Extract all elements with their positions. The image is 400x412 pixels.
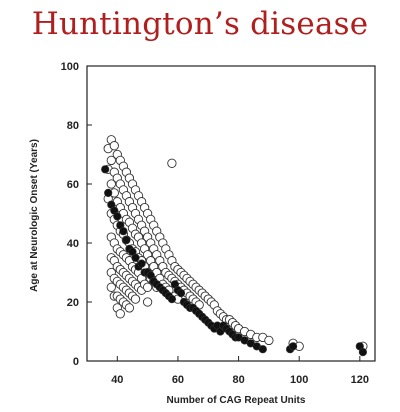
data-point-filled [101,165,110,174]
y-tick-label: 0 [73,356,79,368]
data-point-filled [289,342,298,351]
data-point-filled [358,348,368,357]
y-tick-label: 60 [67,179,79,191]
axis-ticks-group: 40 60 80 100 120 0 20 40 60 80 100 [61,61,369,386]
data-point-open [109,141,119,151]
plot-frame-group [86,65,376,362]
data-point-open [142,297,153,307]
slide-title: Huntington’s disease [31,6,369,42]
data-point-filled [122,236,131,245]
data-point-filled [137,259,146,268]
data-point-open [264,335,274,346]
x-tick-label: 80 [232,374,244,386]
data-point-open [106,282,116,292]
data-point-open [106,155,116,166]
data-point-open [124,303,135,313]
data-point-filled [113,212,122,221]
data-point-filled [119,227,128,236]
y-tick-label: 80 [67,120,79,132]
y-tick-label: 40 [67,238,79,250]
data-point-open [167,158,177,168]
data-point-filled [258,345,267,354]
data-point-open [142,282,153,292]
x-axis-label: Number of CAG Repeat Units [167,395,306,406]
x-tick-label: 120 [351,374,369,386]
data-point-filled [104,188,113,197]
data-point-filled [176,289,186,298]
y-tick-label: 100 [61,61,79,73]
x-tick-label: 40 [111,374,123,386]
data-points-group [101,135,368,357]
data-point-open [106,179,116,189]
y-axis-label: Age at Neurologic Onset (Years) [29,139,40,292]
y-tick-label: 20 [67,297,79,309]
x-tick-label: 100 [290,374,308,386]
data-point-filled [167,295,176,304]
plot-frame [86,65,376,362]
x-tick-label: 60 [172,374,184,386]
data-point-filled [131,253,140,262]
data-point-open [115,309,125,319]
data-point-open [130,294,141,304]
